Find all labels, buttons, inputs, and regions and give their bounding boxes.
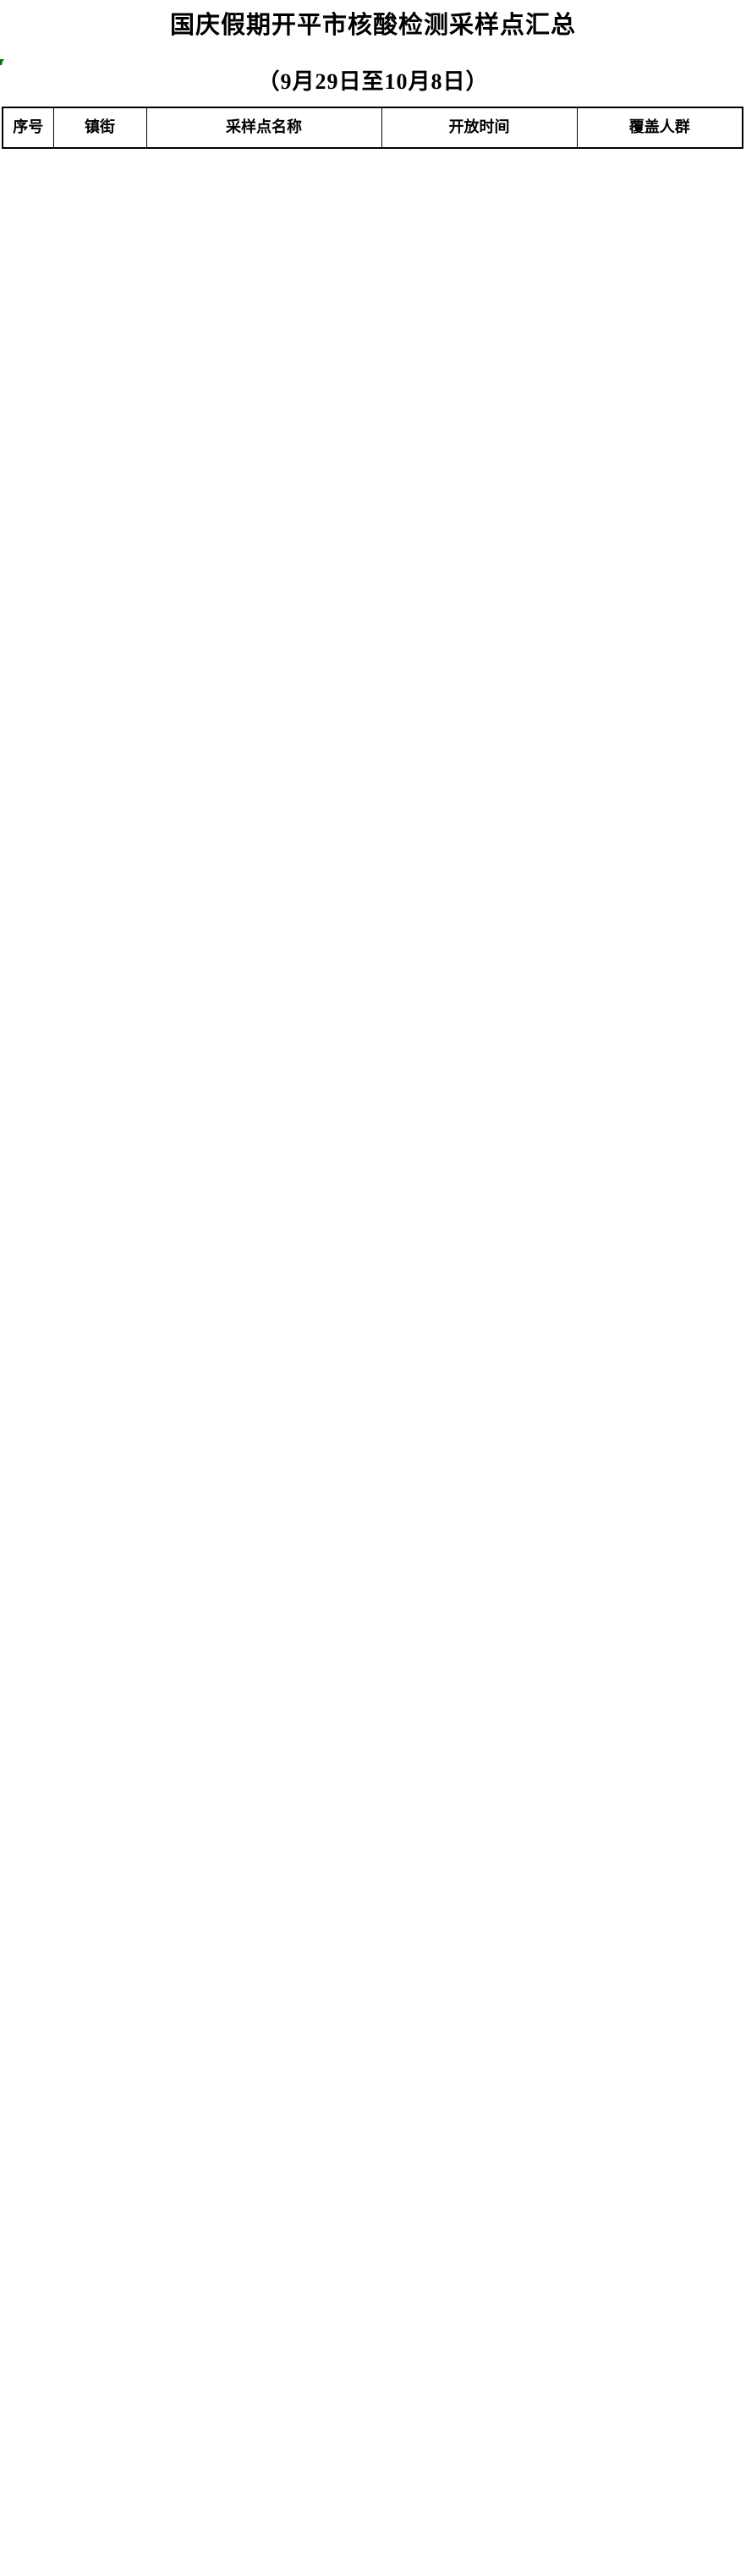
- col-header-3: 开放时间: [381, 107, 578, 149]
- sampling-points-table: 序号 镇街 采样点名称 开放时间 覆盖人群: [2, 107, 743, 149]
- header-row: 序号 镇街 采样点名称 开放时间 覆盖人群: [2, 107, 743, 149]
- stray-green-artifact: [0, 59, 4, 65]
- table-header: 序号 镇街 采样点名称 开放时间 覆盖人群: [2, 107, 743, 149]
- page-subtitle: （9月29日至10月8日）: [257, 69, 489, 94]
- col-header-2: 采样点名称: [145, 107, 382, 149]
- col-header-1: 镇街: [52, 107, 147, 149]
- col-header-0: 序号: [2, 107, 54, 149]
- page-title: 国庆假期开平市核酸检测采样点汇总: [169, 12, 576, 39]
- col-header-4: 覆盖人群: [576, 107, 743, 149]
